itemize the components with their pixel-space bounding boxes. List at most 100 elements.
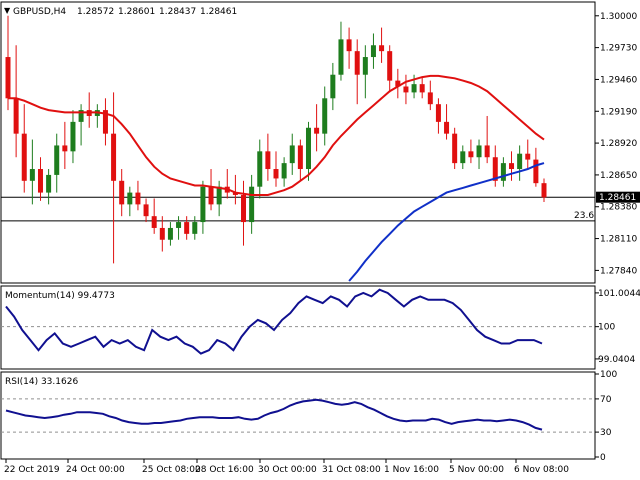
candle — [330, 62, 336, 111]
candle — [525, 139, 531, 170]
candle — [297, 139, 303, 181]
candle — [265, 133, 271, 181]
time-tick-label: 25 Oct 08:00 — [142, 465, 201, 475]
price-tick-label: 1.28110 — [600, 235, 637, 245]
candle — [167, 222, 173, 246]
momentum-axis-ticks: 101.0044 100 99.0404 — [595, 289, 640, 365]
candle — [232, 174, 238, 205]
candle — [289, 133, 295, 175]
rsi-line — [5, 398, 543, 431]
candle — [176, 216, 182, 240]
candle — [119, 169, 125, 217]
candle — [102, 98, 108, 146]
candle — [305, 121, 311, 181]
candle — [273, 151, 279, 187]
moving-average-slow-line — [348, 162, 545, 282]
momentum-label: Momentum(14) 99.4773 — [5, 291, 115, 301]
candle — [111, 92, 117, 264]
time-tick-label: 22 Oct 2019 — [4, 465, 60, 475]
price-panel-frame — [0, 1, 596, 284]
candle — [533, 147, 539, 187]
price-tick-label: 1.28380 — [600, 203, 637, 213]
fib-level-label: 23.6 — [574, 211, 594, 221]
candle — [362, 45, 368, 99]
candlestick-series — [5, 15, 547, 264]
candle — [484, 115, 490, 164]
candle — [192, 216, 198, 240]
current-price-tag-text: 1.28461 — [599, 193, 636, 203]
time-tick-label: 1 Nov 16:00 — [384, 465, 439, 475]
time-tick-label: 31 Oct 08:00 — [322, 465, 381, 475]
candle — [370, 33, 376, 69]
candle — [468, 139, 474, 164]
high-value: 1.28601 — [118, 7, 155, 17]
candle — [427, 80, 433, 111]
rsi-tick-label: 0 — [600, 453, 606, 463]
candle — [62, 121, 68, 170]
rsi-label: RSI(14) 33.1626 — [5, 377, 78, 387]
candle — [5, 15, 11, 111]
candle — [143, 198, 149, 223]
momentum-tick-label: 99.0404 — [598, 355, 635, 365]
rsi-panel-frame — [0, 371, 596, 460]
time-tick-label: 30 Oct 00:00 — [258, 465, 317, 475]
momentum-tick-label: 101.0044 — [598, 289, 640, 299]
price-tick-label: 1.27840 — [600, 266, 637, 276]
candle — [29, 139, 35, 205]
price-tick-label: 1.29730 — [600, 44, 637, 54]
rsi-tick-label: 100 — [600, 370, 617, 380]
candle — [435, 98, 441, 134]
candle — [127, 186, 133, 217]
candle — [200, 180, 206, 234]
candle — [387, 45, 393, 93]
candle — [151, 198, 157, 234]
candle — [13, 45, 19, 158]
price-tick-label: 1.28650 — [600, 171, 637, 181]
momentum-line — [5, 288, 543, 355]
price-tick-label: 1.29190 — [600, 107, 637, 117]
candle — [21, 104, 27, 193]
candle — [78, 104, 84, 146]
candle — [492, 145, 498, 187]
candle — [476, 139, 482, 170]
candle — [37, 157, 43, 201]
candle — [322, 86, 328, 146]
reference-lines — [1, 196, 595, 433]
candle — [70, 110, 76, 164]
collapse-arrow-icon[interactable]: ▼ — [4, 6, 11, 15]
candle — [354, 39, 360, 105]
rsi-axis-ticks: 100 70 30 0 — [595, 370, 617, 463]
candle — [395, 68, 401, 99]
time-tick-label: 28 Oct 16:00 — [195, 465, 254, 475]
candle — [208, 169, 214, 211]
candle — [403, 74, 409, 105]
momentum-panel-frame — [0, 285, 596, 370]
candle — [257, 139, 263, 199]
time-tick-label: 24 Oct 00:00 — [66, 465, 125, 475]
open-value: 1.28572 — [77, 7, 114, 17]
symbol-label: GBPUSD,H4 — [13, 7, 66, 17]
candle — [541, 178, 547, 203]
candle — [216, 180, 222, 217]
momentum-tick-label: 100 — [598, 323, 615, 333]
candle — [159, 216, 165, 252]
time-tick-label: 5 Nov 00:00 — [449, 465, 504, 475]
price-axis-ticks: 1.30000 1.29730 1.29460 1.29190 1.28920 1.286… — [595, 12, 637, 276]
candle — [379, 27, 385, 63]
moving-average-fast-line — [8, 74, 545, 196]
low-value: 1.28437 — [159, 7, 196, 17]
rsi-tick-label: 30 — [600, 428, 612, 438]
candle — [184, 216, 190, 240]
candle — [314, 104, 320, 152]
candle — [338, 21, 344, 81]
price-tick-label: 1.30000 — [600, 12, 637, 22]
candle — [500, 157, 506, 187]
candle — [135, 180, 141, 211]
candle — [46, 169, 52, 205]
candle — [509, 151, 515, 181]
candle — [54, 133, 60, 193]
close-value: 1.28461 — [200, 7, 237, 17]
price-tick-label: 1.29460 — [600, 75, 637, 85]
current-price-tag — [596, 191, 640, 203]
